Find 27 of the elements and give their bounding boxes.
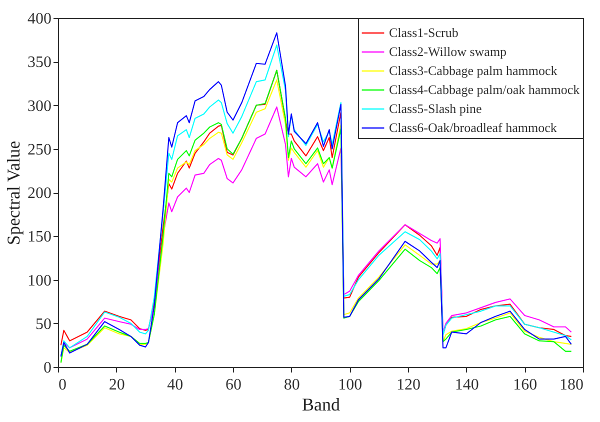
y-tick-label: 150 — [28, 228, 52, 246]
x-tick-label: 100 — [338, 376, 362, 394]
y-tick-label: 400 — [28, 10, 52, 28]
legend-label: Class6-Oak/broadleaf hammock — [389, 120, 558, 135]
legend-label: Class1-Scrub — [389, 25, 458, 40]
x-tick-label: 40 — [167, 376, 184, 394]
x-tick-label: 80 — [284, 376, 300, 394]
x-tick-label: 180 — [560, 376, 584, 394]
y-tick-label: 200 — [28, 185, 52, 202]
y-axis-title: Spectral Value — [4, 140, 24, 246]
x-tick-label: 160 — [513, 376, 538, 394]
legend-label: Class2-Willow swamp — [389, 44, 507, 59]
x-axis-title: Band — [302, 394, 340, 414]
y-tick-label: 300 — [28, 98, 52, 115]
y-tick-label: 0 — [44, 360, 52, 376]
legend-label: Class4-Cabbage palm/oak hammock — [389, 82, 580, 97]
y-tick-label: 50 — [36, 316, 52, 333]
legend-label: Class5-Slash pine — [389, 101, 482, 116]
x-tick-label: 140 — [454, 376, 479, 394]
x-tick-label: 60 — [226, 376, 242, 394]
y-tick-label: 250 — [28, 141, 52, 158]
y-tick-label: 100 — [28, 272, 52, 290]
x-tick-label: 120 — [396, 376, 420, 394]
legend-label: Class3-Cabbage palm hammock — [389, 63, 558, 78]
x-tick-label: 0 — [58, 376, 66, 394]
x-tick-label: 20 — [108, 376, 125, 394]
y-tick-label: 350 — [28, 54, 52, 72]
